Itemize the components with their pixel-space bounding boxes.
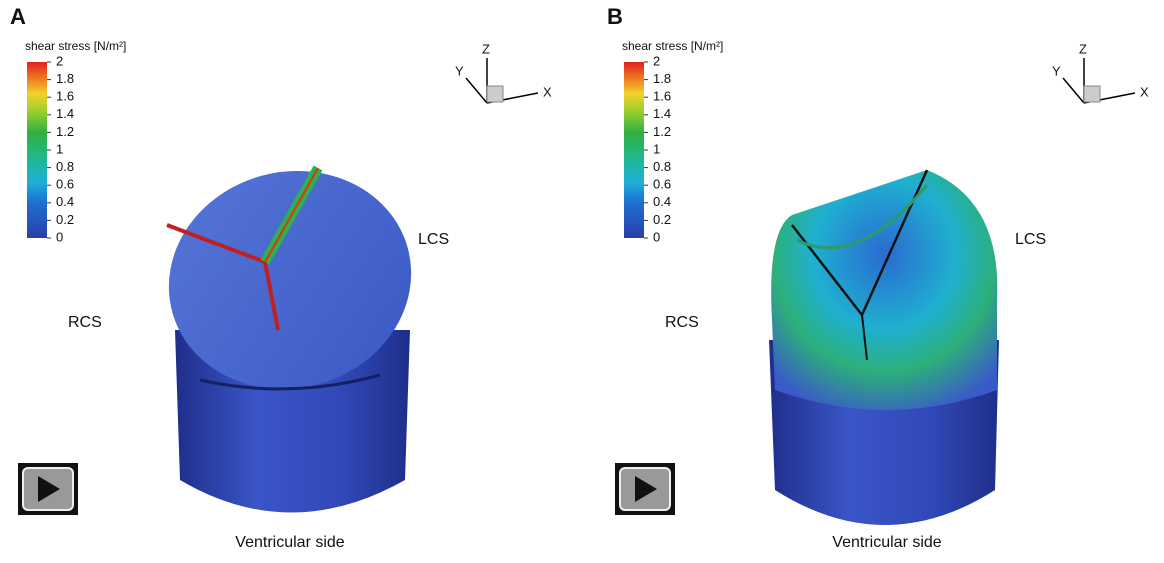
axis-z-label: Z bbox=[1079, 41, 1087, 56]
colorbar-tick-label: 0 bbox=[653, 229, 660, 244]
panel-label: B bbox=[607, 4, 623, 29]
axis-x-label: X bbox=[543, 84, 552, 99]
axis-y bbox=[466, 78, 487, 103]
colorbar-tick-label: 0.2 bbox=[56, 212, 74, 227]
annotation-bottom: Ventricular side bbox=[235, 534, 344, 551]
colorbar-tick-label: 0.8 bbox=[56, 159, 74, 174]
colorbar-tick-label: 0.4 bbox=[56, 194, 74, 209]
valve-dome bbox=[771, 170, 997, 410]
annotation-bottom: Ventricular side bbox=[832, 534, 941, 551]
colorbar-tick-label: 1.6 bbox=[56, 89, 74, 104]
colorbar-tick-label: 0.6 bbox=[56, 177, 74, 192]
colorbar-tick-label: 1.2 bbox=[56, 124, 74, 139]
colorbar bbox=[27, 62, 47, 238]
annotation-left: RCS bbox=[665, 314, 699, 331]
colorbar-tick-label: 1.4 bbox=[653, 106, 671, 121]
colorbar-title: shear stress [N/m²] bbox=[622, 39, 723, 53]
colorbar-title: shear stress [N/m²] bbox=[25, 39, 126, 53]
axis-y-label: Y bbox=[455, 63, 464, 78]
colorbar-tick-label: 2 bbox=[56, 53, 63, 68]
annotation-right: LCS bbox=[418, 231, 449, 248]
annotation-right: LCS bbox=[1015, 231, 1046, 248]
axis-cube bbox=[1084, 86, 1100, 102]
colorbar-tick-label: 0.6 bbox=[653, 177, 671, 192]
colorbar-tick-label: 0 bbox=[56, 229, 63, 244]
figure: Ashear stress [N/m²] 0 0.2 0.4 0.6 0.8 1 1.2 1.4… bbox=[0, 0, 1164, 563]
colorbar-tick-label: 1.4 bbox=[56, 106, 74, 121]
colorbar-tick-label: 1.8 bbox=[653, 71, 671, 86]
colorbar-tick-label: 1.2 bbox=[653, 124, 671, 139]
colorbar-tick-label: 1 bbox=[56, 141, 63, 156]
annotation-left: RCS bbox=[68, 314, 102, 331]
axis-z-label: Z bbox=[482, 41, 490, 56]
axis-x-label: X bbox=[1140, 84, 1149, 99]
panel-label: A bbox=[10, 4, 26, 29]
colorbar-tick-label: 0.4 bbox=[653, 194, 671, 209]
colorbar-tick-label: 1.6 bbox=[653, 89, 671, 104]
colorbar-tick-label: 2 bbox=[653, 53, 660, 68]
axis-y-label: Y bbox=[1052, 63, 1061, 78]
colorbar-tick-label: 0.8 bbox=[653, 159, 671, 174]
colorbar-tick-label: 0.2 bbox=[653, 212, 671, 227]
colorbar bbox=[624, 62, 644, 238]
axis-y bbox=[1063, 78, 1084, 103]
axis-cube bbox=[487, 86, 503, 102]
colorbar-tick-label: 1 bbox=[653, 141, 660, 156]
colorbar-tick-label: 1.8 bbox=[56, 71, 74, 86]
